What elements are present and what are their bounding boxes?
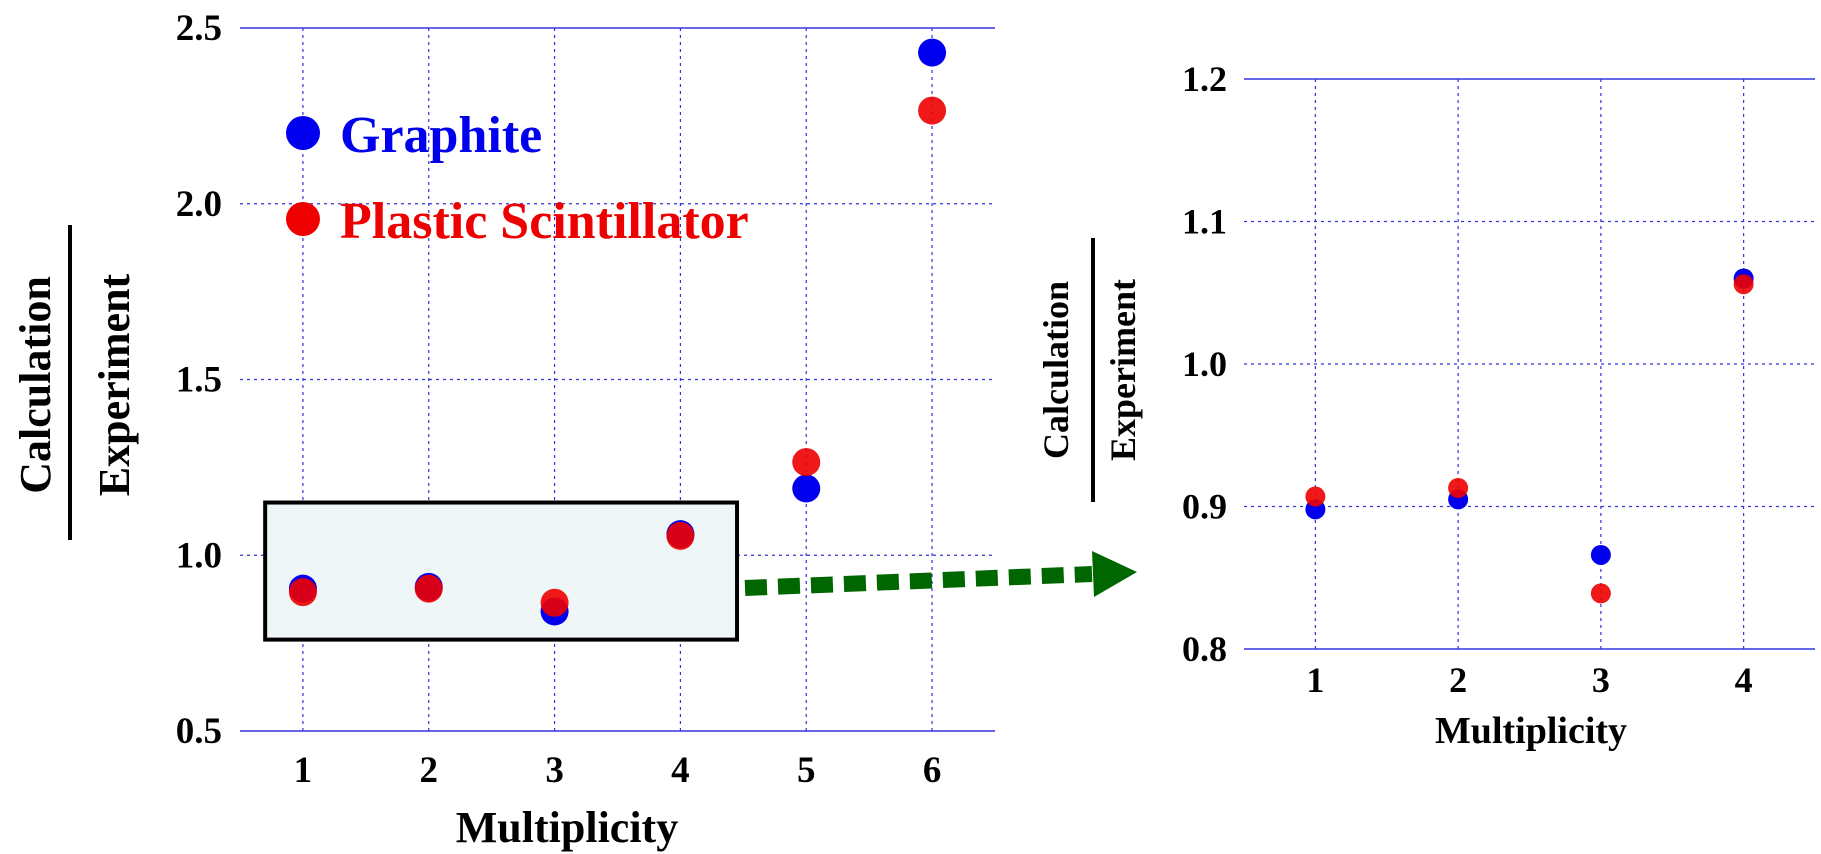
plastic-scintillator-point bbox=[1448, 477, 1469, 498]
legend-marker-plastic-scintillator bbox=[286, 202, 320, 236]
legend: Graphite Plastic Scintillator bbox=[286, 107, 749, 250]
legend-label-plastic-scintillator: Plastic Scintillator bbox=[340, 193, 749, 250]
x-tick-label: 2 bbox=[1449, 660, 1467, 700]
graphite-point bbox=[792, 474, 821, 503]
x-tick-label: 4 bbox=[671, 750, 690, 791]
zoom-region-box bbox=[263, 500, 740, 642]
y-tick-label: 1.1 bbox=[1182, 202, 1227, 242]
y-tick-label: 0.9 bbox=[1182, 487, 1227, 527]
legend-marker-graphite bbox=[286, 116, 320, 150]
main-chart-y-label-numerator: Calculation bbox=[11, 276, 60, 494]
zoom-chart-points bbox=[1305, 268, 1754, 604]
plastic-scintillator-point bbox=[1733, 274, 1754, 295]
y-tick-label: 1.2 bbox=[1182, 59, 1227, 99]
y-tick-label: 2.5 bbox=[176, 8, 222, 49]
main-chart-x-ticks: 1 2 3 4 5 6 bbox=[294, 750, 942, 791]
y-tick-label: 1.0 bbox=[1182, 344, 1227, 384]
legend-label-graphite: Graphite bbox=[340, 107, 542, 164]
plastic-scintillator-point bbox=[1590, 583, 1611, 604]
x-tick-label: 1 bbox=[294, 750, 313, 791]
zoom-chart-x-label: Multiplicity bbox=[1435, 710, 1627, 752]
zoom-arrow-shaft bbox=[744, 566, 1093, 596]
y-tick-label: 1.0 bbox=[176, 535, 222, 576]
x-tick-label: 2 bbox=[420, 750, 439, 791]
main-chart: 0.5 1.0 1.5 2.0 2.5 1 2 3 4 5 6 Graphite Plastic … bbox=[11, 8, 995, 852]
y-tick-label: 1.5 bbox=[176, 360, 222, 401]
zoom-arrow-head bbox=[1092, 551, 1137, 597]
graphite-point bbox=[918, 38, 947, 67]
zoom-chart-y-label: Calculation Experiment bbox=[1036, 238, 1143, 502]
main-chart-grid bbox=[240, 27, 995, 732]
y-tick-label: 0.8 bbox=[1182, 629, 1227, 669]
plastic-scintillator-point bbox=[666, 521, 695, 550]
x-tick-label: 6 bbox=[923, 750, 942, 791]
zoom-chart-x-ticks: 1 2 3 4 bbox=[1306, 660, 1752, 700]
main-chart-y-ticks: 0.5 1.0 1.5 2.0 2.5 bbox=[176, 8, 222, 752]
plastic-scintillator-point bbox=[1305, 486, 1326, 507]
plastic-scintillator-point bbox=[792, 448, 821, 477]
main-chart-x-label: Multiplicity bbox=[456, 803, 678, 852]
main-chart-y-label-denominator: Experiment bbox=[90, 273, 139, 496]
plastic-scintillator-point bbox=[288, 578, 317, 607]
zoom-chart-y-label-numerator: Calculation bbox=[1036, 281, 1076, 459]
x-tick-label: 4 bbox=[1735, 660, 1753, 700]
zoom-chart-y-label-denominator: Experiment bbox=[1103, 279, 1143, 461]
main-chart-points bbox=[288, 38, 947, 626]
x-tick-label: 1 bbox=[1306, 660, 1324, 700]
graphite-point bbox=[1590, 544, 1611, 565]
plastic-scintillator-point bbox=[918, 96, 947, 125]
x-tick-label: 3 bbox=[1592, 660, 1610, 700]
main-chart-y-label: Calculation Experiment bbox=[11, 225, 139, 540]
x-tick-label: 3 bbox=[545, 750, 564, 791]
plastic-scintillator-point bbox=[414, 574, 443, 603]
y-tick-label: 0.5 bbox=[176, 711, 222, 752]
zoom-chart: 0.8 0.9 1.0 1.1 1.2 1 2 3 4 Calculation Experim… bbox=[1036, 59, 1815, 752]
zoom-chart-grid bbox=[1244, 78, 1815, 650]
x-tick-label: 5 bbox=[797, 750, 816, 791]
plastic-scintillator-point bbox=[540, 588, 569, 617]
zoom-arrow bbox=[744, 551, 1137, 597]
y-tick-label: 2.0 bbox=[176, 184, 222, 225]
zoom-chart-y-ticks: 0.8 0.9 1.0 1.1 1.2 bbox=[1182, 59, 1227, 669]
